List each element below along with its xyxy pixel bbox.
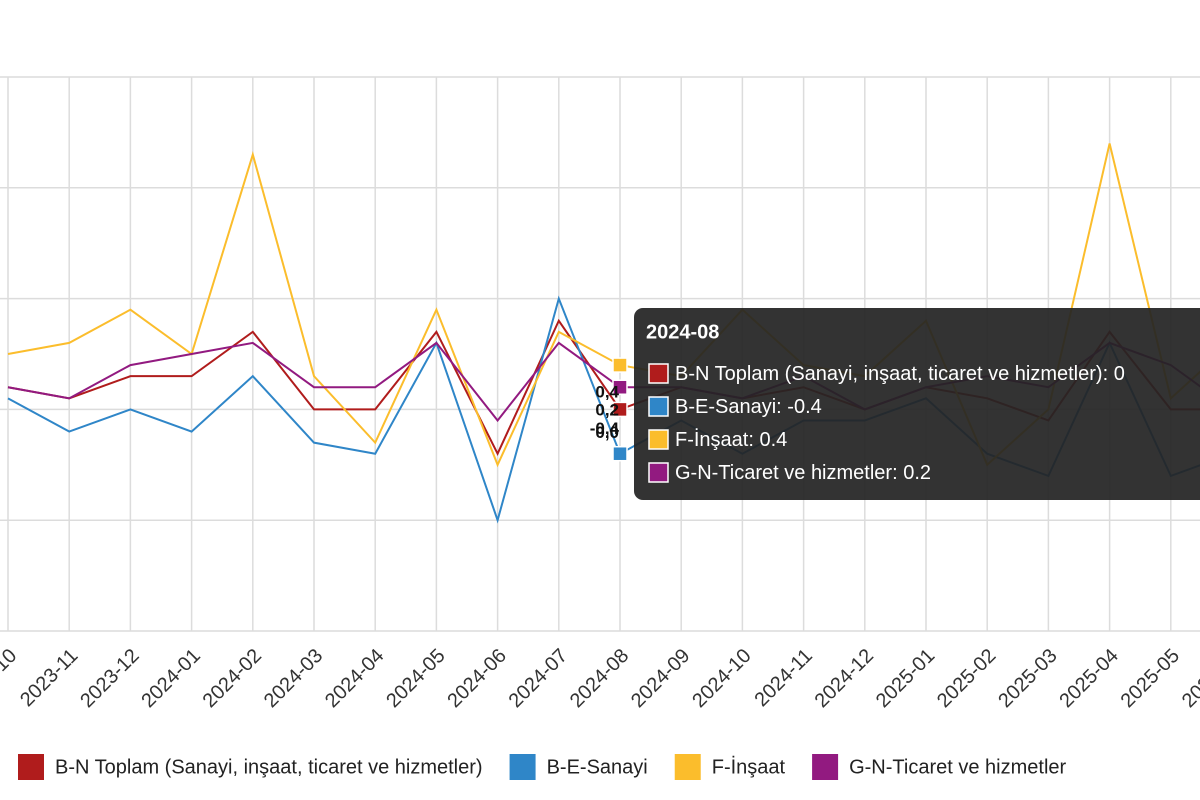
x-tick-label: 2024-01: [137, 645, 204, 712]
tooltip-swatch: [648, 429, 669, 450]
tooltip-swatch: [648, 462, 669, 483]
tooltip-line: G-N-Ticaret ve hizmetler: 0.2: [675, 462, 931, 484]
point-marker: [612, 357, 628, 373]
data-label: -0,4: [590, 419, 620, 438]
x-tick-label: 2024-06: [443, 645, 510, 712]
x-tick-label: 2025-04: [1055, 645, 1122, 712]
tooltip-value: -0.4: [787, 396, 821, 418]
x-tick-label: 2025-01: [872, 645, 939, 712]
legend-swatch[interactable]: [509, 754, 536, 780]
x-tick-label: 2025-05: [1117, 645, 1184, 712]
x-tick-label: 2024-05: [382, 645, 449, 712]
legend-label[interactable]: F-İnşaat: [712, 755, 786, 778]
tooltip-value: 0: [1114, 363, 1125, 385]
tooltip-line: B-E-Sanayi: -0.4: [675, 396, 822, 418]
x-tick-label: 2023-11: [16, 645, 82, 711]
x-tick-label: 2024-10: [688, 645, 755, 712]
tooltip-separator: :: [776, 396, 787, 418]
tooltip-line: B-N Toplam (Sanayi, inşaat, ticaret ve h…: [675, 363, 1125, 385]
x-tick-label: 2024-03: [260, 645, 327, 712]
tooltip-value: 0.2: [903, 462, 931, 484]
tooltip-line: F-İnşaat: 0.4: [675, 428, 787, 451]
data-label: 0,2: [595, 401, 619, 420]
x-tick-label: 2024-09: [627, 645, 694, 712]
tooltip-swatch: [648, 363, 669, 384]
tooltip-swatch: [648, 396, 669, 417]
x-tick-label: 2023-10: [0, 645, 21, 712]
point-marker: [612, 379, 628, 395]
x-tick-label: 2024-07: [505, 645, 572, 712]
tooltip-series-name: F-İnşaat: [675, 428, 749, 451]
x-tick-label: 2024-08: [566, 645, 633, 712]
tooltip: 2024-08 B-N Toplam (Sanayi, inşaat, ticar…: [634, 308, 1200, 500]
legend-swatch[interactable]: [18, 754, 44, 780]
x-tick-label: 2024-02: [199, 645, 266, 712]
x-tick-label: 2025-03: [994, 645, 1061, 712]
tooltip-separator: :: [892, 462, 903, 484]
data-label: 0,0: [595, 423, 619, 442]
x-tick-label: 2024-04: [321, 645, 388, 712]
legend-label[interactable]: B-N Toplam (Sanayi, inşaat, ticaret ve h…: [55, 756, 483, 778]
x-tick-label: 2025-02: [933, 645, 1000, 712]
tooltip-series-name: B-E-Sanayi: [675, 396, 776, 418]
tooltip-separator: :: [1103, 363, 1114, 385]
tooltip-series-name: G-N-Ticaret ve hizmetler: [675, 462, 892, 484]
tooltip-title: 2024-08: [646, 321, 719, 343]
x-tick-label: 2024-12: [811, 645, 878, 712]
tooltip-box: [634, 308, 1200, 500]
legend-label[interactable]: B-E-Sanayi: [547, 756, 648, 778]
tooltip-value: 0.4: [759, 429, 787, 451]
x-tick-label: 2025-06: [1178, 645, 1200, 712]
legend-label[interactable]: G-N-Ticaret ve hizmetler: [849, 756, 1066, 778]
legend-swatch[interactable]: [674, 754, 701, 780]
x-tick-label: 2024-11: [750, 645, 816, 711]
point-marker: [612, 445, 628, 462]
point-marker: [612, 401, 628, 418]
tooltip-separator: :: [748, 429, 759, 451]
data-label: 0,4: [595, 383, 619, 402]
x-tick-label: 2023-12: [76, 645, 143, 712]
legend-swatch[interactable]: [812, 754, 839, 780]
tooltip-series-name: B-N Toplam (Sanayi, inşaat, ticaret ve h…: [675, 363, 1103, 385]
